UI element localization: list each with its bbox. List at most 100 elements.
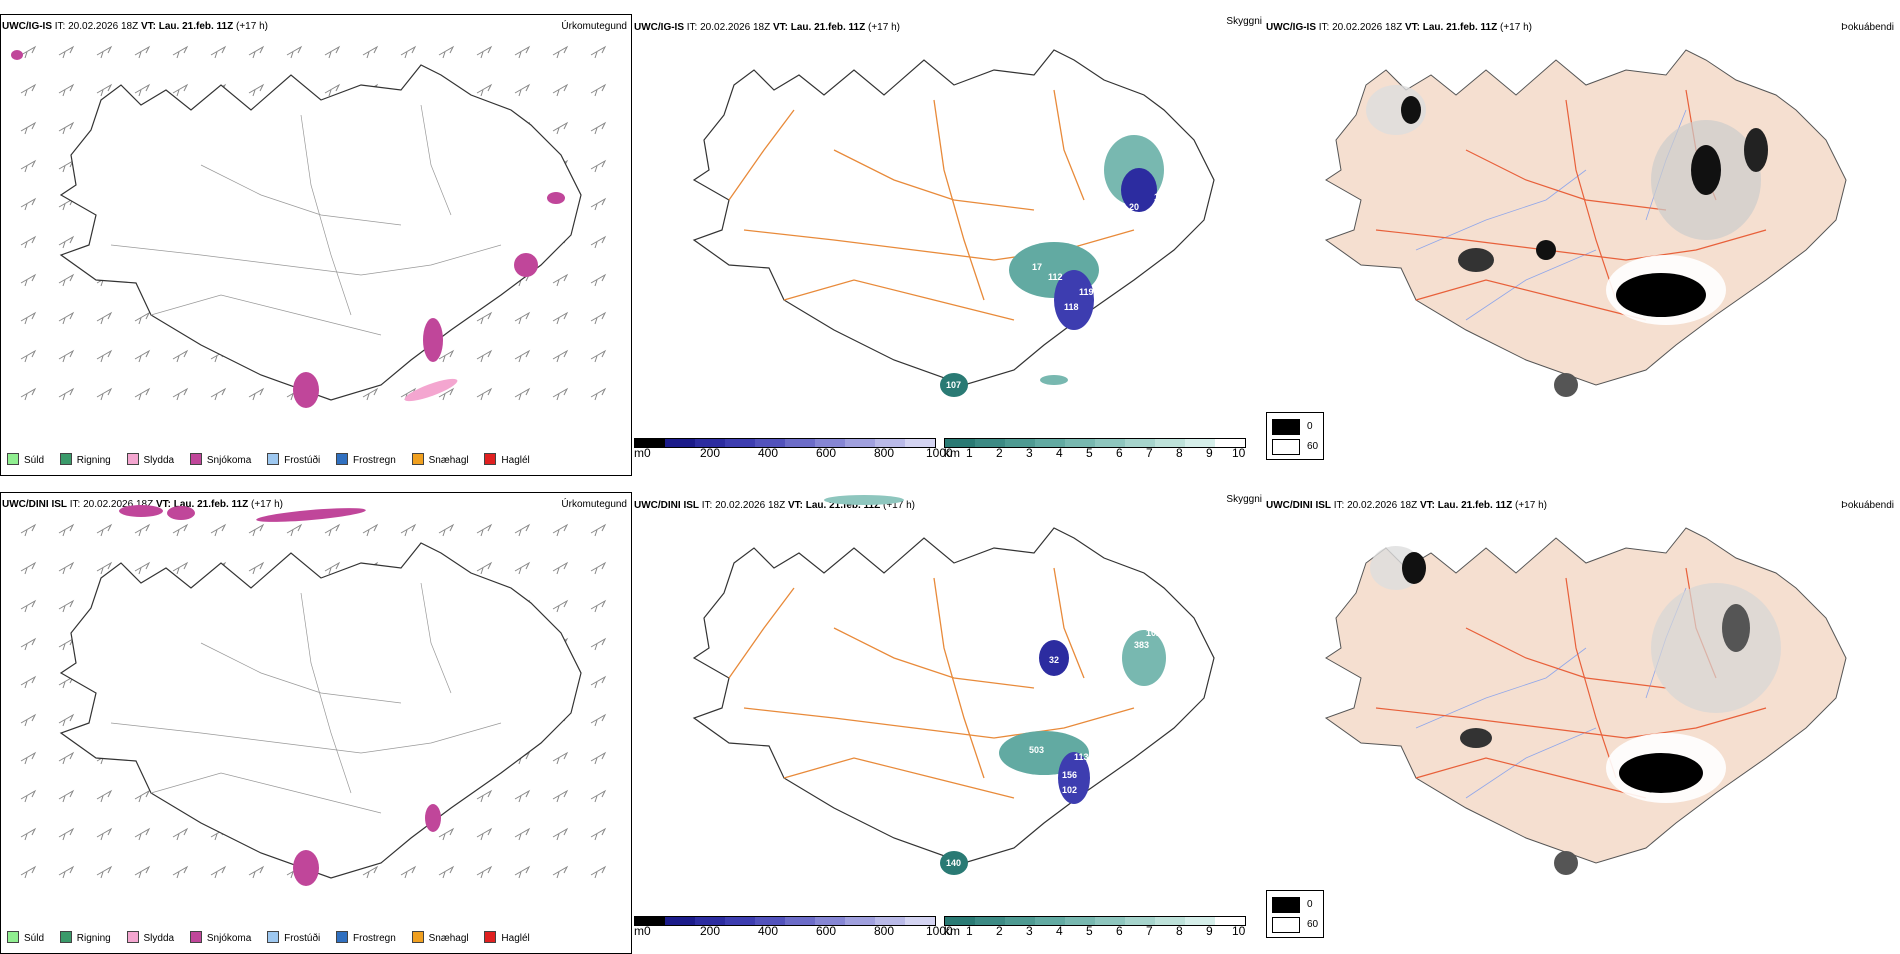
wind-barb-icon	[134, 83, 151, 97]
wind-barb-icon	[20, 45, 37, 59]
iceland-visibility-map: 17 112 118 119 96 107 20 114 109 107	[692, 49, 1215, 397]
ceiling-colorbar	[634, 916, 936, 926]
wind-barb-icon	[514, 45, 531, 59]
wind-barb-icon	[172, 523, 189, 537]
wind-barb-icon	[248, 865, 265, 879]
legend-item: Haglél	[484, 453, 530, 466]
visibility-ticks: km 1 2 3 4 5 6 7 8 9 10	[944, 924, 1246, 938]
wind-barb-icon	[590, 637, 607, 651]
wind-barb-icon	[96, 83, 113, 97]
wind-barb-icon	[96, 523, 113, 537]
wind-barb-icon	[552, 387, 569, 401]
wind-barb-icon	[552, 827, 569, 841]
low-visibility-areas	[940, 135, 1164, 397]
legend-item: Slydda	[126, 453, 174, 466]
wind-barb-icon	[134, 523, 151, 537]
panel-header: UWC/DINI ISL IT: 20.02.2026 18Z VT: Lau.…	[1266, 500, 1547, 511]
vis-label: 118	[1064, 302, 1079, 312]
wind-barb-icon	[20, 599, 37, 613]
road-network	[110, 104, 502, 336]
wind-barb-icon	[134, 865, 151, 879]
wind-barb-icon	[20, 273, 37, 287]
wind-barb-icon	[552, 45, 569, 59]
wind-barb-icon	[476, 387, 493, 401]
iceland-precip-map	[20, 505, 607, 886]
precip-type-panel-2: UWC/DINI ISL IT: 20.02.2026 18Z VT: Lau.…	[0, 492, 632, 954]
wind-barb-icon	[58, 45, 75, 59]
wind-barb-icon	[172, 45, 189, 59]
panel-title: Skyggni	[1226, 16, 1262, 27]
wind-barb-icon	[476, 349, 493, 363]
iceland-outline	[59, 64, 582, 401]
wind-barb-icon	[552, 349, 569, 363]
panel-title: Úrkomutegund	[561, 499, 627, 510]
wind-barb-icon	[590, 827, 607, 841]
road-network	[1375, 89, 1767, 321]
wind-barb-icon	[438, 349, 455, 363]
road-network	[728, 567, 1135, 799]
wind-barb-icon	[58, 865, 75, 879]
wind-barb-icon	[552, 561, 569, 575]
wind-barb-icon	[20, 561, 37, 575]
legend-item: Frostregn	[336, 931, 396, 944]
iceland-precip-map	[11, 45, 607, 408]
wind-barb-icon	[58, 121, 75, 135]
wind-barb-icon	[172, 827, 189, 841]
wind-barb-icon	[20, 197, 37, 211]
vis-label: 107	[946, 380, 961, 390]
low-visibility-areas	[824, 495, 1166, 875]
precip-legend: Súld Rigning Slydda Snjókoma Frostúði Fr…	[7, 453, 543, 466]
wind-barb-icon	[20, 865, 37, 879]
wind-barb-icon	[590, 45, 607, 59]
vis-label: 107	[1064, 332, 1079, 342]
iceland-visibility-map: 32 503 113 156 102 383 102 140	[692, 495, 1215, 875]
wind-barb-icon	[172, 865, 189, 879]
wind-barb-icon	[590, 599, 607, 613]
wind-barb-icon	[590, 789, 607, 803]
wind-barb-icon	[20, 311, 37, 325]
precip-type-panel-1: UWC/IG-IS IT: 20.02.2026 18Z VT: Lau. 21…	[0, 14, 632, 476]
panel-title: Úrkomutegund	[561, 21, 627, 32]
wind-barb-icon	[552, 523, 569, 537]
legend-item: Snæhagl	[411, 453, 469, 466]
wind-barb-icon	[476, 311, 493, 325]
wind-barb-icon	[590, 349, 607, 363]
visibility-panel-2: UWC/DINI ISL IT: 20.02.2026 18Z VT: Lau.…	[634, 478, 1266, 948]
wind-barb-icon	[438, 387, 455, 401]
panel-header: UWC/DINI ISL IT: 20.02.2026 18Z VT: Lau.…	[634, 500, 915, 511]
panel-header: UWC/DINI ISL IT: 20.02.2026 18Z VT: Lau.…	[2, 499, 283, 510]
wind-barb-icon	[552, 83, 569, 97]
wind-barb-icon	[248, 387, 265, 401]
wind-barb-icon	[210, 45, 227, 59]
wind-barb-icon	[590, 273, 607, 287]
wind-barb-icon	[514, 561, 531, 575]
wind-barb-icon	[134, 827, 151, 841]
legend-item: Frostúði	[267, 453, 320, 466]
panel-title: Þokuábendi	[1841, 500, 1894, 511]
snow-areas	[11, 50, 565, 408]
wind-barb-icon	[324, 83, 341, 97]
wind-barb-icon	[476, 561, 493, 575]
legend-item: Frostregn	[336, 453, 396, 466]
wind-barb-icon	[96, 387, 113, 401]
wind-barb-icon	[210, 387, 227, 401]
wind-barb-icon	[134, 349, 151, 363]
iceland-fog-map	[1324, 527, 1847, 875]
legend-item: Rigning	[59, 453, 111, 466]
fog-legend: 0 60	[1266, 412, 1324, 460]
wind-barb-icon	[476, 45, 493, 59]
wind-barb-icon	[58, 637, 75, 651]
wind-barb-icon	[590, 675, 607, 689]
wind-barb-icon	[590, 713, 607, 727]
vis-label: 112	[1048, 272, 1063, 282]
wind-barb-icon	[552, 121, 569, 135]
wind-barb-icon	[96, 561, 113, 575]
wind-barb-icon	[58, 789, 75, 803]
wind-barb-icon	[476, 83, 493, 97]
wind-barb-icon	[362, 865, 379, 879]
wind-barb-icon	[96, 45, 113, 59]
fog-legend-low	[1272, 419, 1300, 435]
wind-barb-icon	[58, 599, 75, 613]
wind-barb-icon	[58, 523, 75, 537]
wind-barb-icon	[20, 637, 37, 651]
